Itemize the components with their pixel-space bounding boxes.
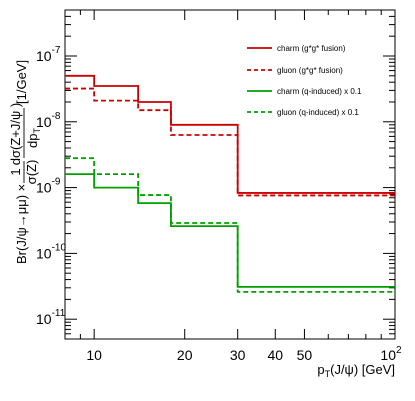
x-tick-label: 102 xyxy=(380,345,402,363)
y-tick-label: 10-7 xyxy=(36,45,61,64)
y-tick-label: 10-10 xyxy=(36,242,66,261)
x-tick-label: 30 xyxy=(230,347,246,363)
legend-label: charm (q-induced) x 0.1 xyxy=(277,87,362,96)
legend-label: gluon (g*g* fusion) xyxy=(277,66,343,75)
legend-entry: gluon (q-induced) x 0.1 xyxy=(247,108,359,117)
legend-entry: charm (g*g* fusion) xyxy=(247,44,346,53)
y-tick-label: 10-11 xyxy=(36,308,66,327)
x-axis-label: pT(J/ψ) [GeV] xyxy=(317,362,395,379)
y-tick-label: 10-8 xyxy=(36,111,61,130)
svg-text:1: 1 xyxy=(8,168,23,175)
legend-label: charm (g*g* fusion) xyxy=(277,44,346,53)
series-line-3 xyxy=(65,173,395,288)
legend: charm (g*g* fusion) gluon (g*g* fusion) ch… xyxy=(247,44,362,117)
y-axis-label: Br(J/ψ→μμ) × 1 σ(Z) dσ(Z+J/ψ ) dpT [1/Ge… xyxy=(8,60,42,264)
x-tick-label: 10 xyxy=(86,347,102,363)
series-line-4 xyxy=(65,157,395,293)
svg-text:σ(Z): σ(Z) xyxy=(24,160,39,185)
svg-text:dσ(Z+J/ψ ): dσ(Z+J/ψ ) xyxy=(8,103,23,165)
legend-label: gluon (q-induced) x 0.1 xyxy=(277,108,359,117)
x-tick-label: 20 xyxy=(177,347,193,363)
svg-text:[1/GeV]: [1/GeV] xyxy=(14,60,29,104)
y-tick-label: 10-9 xyxy=(36,177,61,196)
legend-entry: gluon (g*g* fusion) xyxy=(247,66,343,75)
svg-text:dpT: dpT xyxy=(25,128,42,148)
legend-entry: charm (q-induced) x 0.1 xyxy=(247,87,362,96)
series-layer xyxy=(65,74,395,293)
x-tick-label: 40 xyxy=(267,347,283,363)
svg-text:Br(J/ψ→μμ) ×: Br(J/ψ→μμ) × xyxy=(14,184,29,264)
axis-ticks xyxy=(64,9,396,340)
x-tick-label: 50 xyxy=(297,347,313,363)
series-line-2 xyxy=(65,87,395,197)
